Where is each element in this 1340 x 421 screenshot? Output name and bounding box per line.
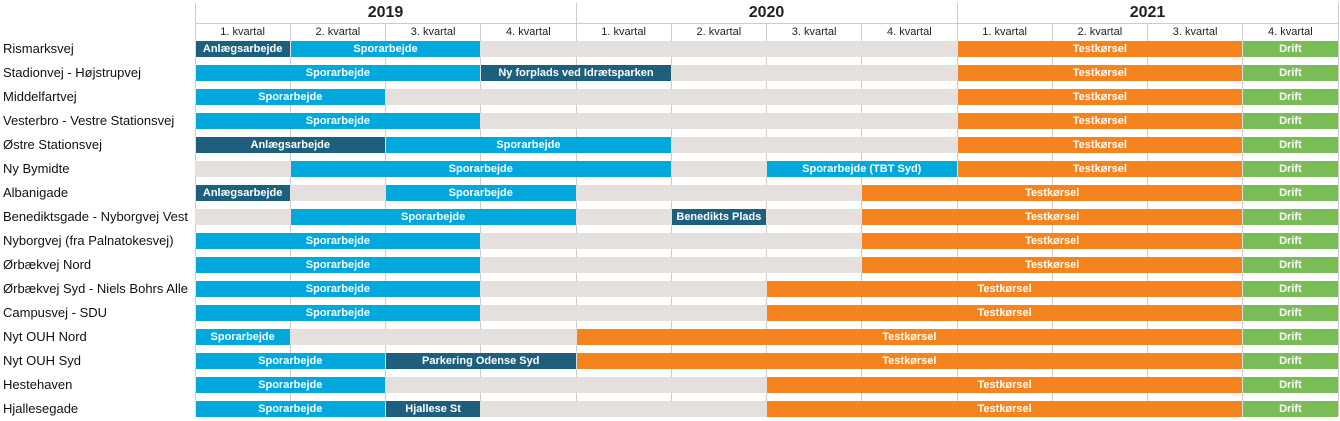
task-bar: Drift <box>1243 401 1338 417</box>
task-bar: Testkørsel <box>862 209 1243 225</box>
quarter-label: 4. kvartal <box>1268 26 1313 38</box>
task-bar: Sporarbejde <box>195 353 385 369</box>
task-bar: Sporarbejde <box>195 113 481 129</box>
task-bar: Testkørsel <box>957 137 1243 153</box>
task-bar: Testkørsel <box>767 305 1243 321</box>
task-bar: Sporarbejde <box>290 41 481 57</box>
row-label: Ny Bymidte <box>3 161 70 176</box>
row-label: Vesterbro - Vestre Stationsvej <box>3 113 175 128</box>
quarter-label: 2. kvartal <box>315 26 361 38</box>
task-bar: Anlægsarbejde <box>195 137 385 153</box>
task-bar: Drift <box>1243 113 1338 129</box>
quarter-label: 1. kvartal <box>220 26 265 38</box>
task-bar: Testkørsel <box>767 377 1243 393</box>
year-label: 2019 <box>367 4 404 21</box>
task-bar: Drift <box>1243 329 1338 345</box>
quarter-label: 2. kvartal <box>1077 26 1123 38</box>
task-bar: Drift <box>1243 257 1338 273</box>
task-bar: Sporarbejde <box>195 329 290 345</box>
grid-line <box>1337 3 1339 416</box>
task-bar: Testkørsel <box>576 329 1243 345</box>
task-bar: Drift <box>1243 377 1338 393</box>
task-bar: Sporarbejde <box>195 65 481 81</box>
task-bar: Testkørsel <box>957 113 1243 129</box>
task-bar: Sporarbejde <box>290 209 576 225</box>
task-bar: Sporarbejde (TBT Syd) <box>767 161 957 177</box>
task-bar: Testkørsel <box>957 89 1243 105</box>
row-label: Albanigade <box>3 185 69 200</box>
task-bar: Testkørsel <box>862 257 1243 273</box>
task-bar: Testkørsel <box>957 161 1243 177</box>
task-bar: Hjallese St <box>386 401 481 417</box>
task-bar: Sporarbejde <box>195 89 385 105</box>
task-bar: Sporarbejde <box>195 257 481 273</box>
task-bar: Drift <box>1243 353 1338 369</box>
task-bar: Drift <box>1243 41 1338 57</box>
row-label: Ørbækvej Syd - Niels Bohrs Alle <box>3 281 188 296</box>
task-bar: Testkørsel <box>862 233 1243 249</box>
task-bar: Sporarbejde <box>195 377 385 393</box>
row-label: Nyt OUH Syd <box>3 353 82 368</box>
task-bar: Testkørsel <box>767 281 1243 297</box>
task-bar: Sporarbejde <box>195 281 481 297</box>
task-bar: Drift <box>1243 65 1338 81</box>
row-label: Stadionvej - Højstrupvej <box>3 65 141 80</box>
task-bar: Sporarbejde <box>195 233 481 249</box>
task-bar: Testkørsel <box>957 65 1243 81</box>
task-bar: Drift <box>1243 233 1338 249</box>
quarter-label: 3. kvartal <box>791 26 837 38</box>
year-label: 2020 <box>748 4 785 21</box>
header-divider <box>195 23 1338 24</box>
task-bar: Sporarbejde <box>290 161 671 177</box>
task-bar: Testkørsel <box>862 185 1243 201</box>
quarter-label: 4. kvartal <box>887 26 932 38</box>
task-bar: Testkørsel <box>576 353 1243 369</box>
row-label: Middelfartvej <box>3 89 77 104</box>
task-bar: Anlægsarbejde <box>195 185 290 201</box>
task-bar: Testkørsel <box>957 41 1243 57</box>
task-bar: Sporarbejde <box>195 401 385 417</box>
task-bar: Drift <box>1243 185 1338 201</box>
task-bar: Drift <box>1243 209 1338 225</box>
row-label: Nyborgvej (fra Palnatokesvej) <box>3 233 174 248</box>
task-bar: Drift <box>1243 89 1338 105</box>
task-bar: Testkørsel <box>767 401 1243 417</box>
row-label: Hjallesegade <box>3 401 79 416</box>
task-bar: Drift <box>1243 161 1338 177</box>
row-label: Hestehaven <box>3 377 73 392</box>
task-bar: Parkering Odense Syd <box>386 353 576 369</box>
row-label: Ørbækvej Nord <box>3 257 92 272</box>
task-bar: Sporarbejde <box>386 137 671 153</box>
task-bar: Sporarbejde <box>195 305 481 321</box>
task-bar: Sporarbejde <box>386 185 576 201</box>
quarter-label: 2. kvartal <box>696 26 742 38</box>
task-bar: Ny forplads ved Idrætsparken <box>481 65 671 81</box>
row-label: Rismarksvej <box>3 41 74 56</box>
task-bar: Drift <box>1243 281 1338 297</box>
task-bar: Anlægsarbejde <box>195 41 290 57</box>
quarter-label: 1. kvartal <box>601 26 646 38</box>
quarter-label: 3. kvartal <box>1172 26 1218 38</box>
row-label: Benediktsgade - Nyborgvej Vest <box>3 209 188 224</box>
quarter-label: 4. kvartal <box>506 26 551 38</box>
row-label: Campusvej - SDU <box>3 305 108 320</box>
quarter-label: 1. kvartal <box>982 26 1027 38</box>
row-label: Østre Stationsvej <box>3 137 102 152</box>
task-bar: Drift <box>1243 137 1338 153</box>
task-bar: Benedikts Plads <box>671 209 766 225</box>
quarter-label: 3. kvartal <box>410 26 456 38</box>
row-label: Nyt OUH Nord <box>3 329 87 344</box>
task-bar: Drift <box>1243 305 1338 321</box>
year-label: 2021 <box>1129 4 1166 21</box>
